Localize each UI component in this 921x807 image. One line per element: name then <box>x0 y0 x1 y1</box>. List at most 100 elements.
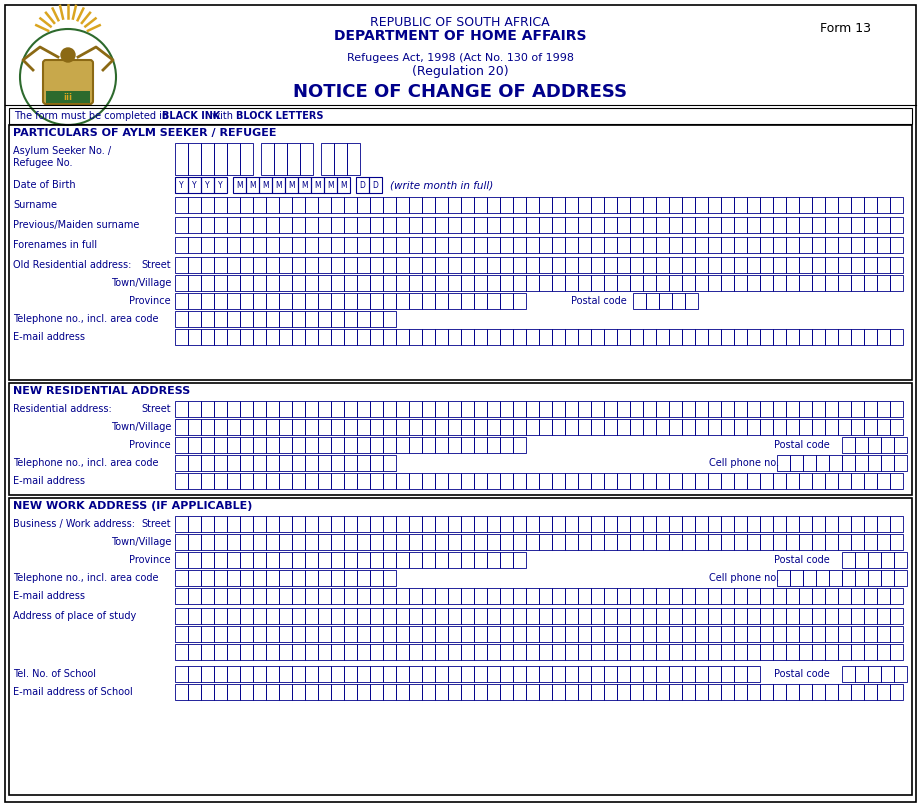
Bar <box>331 419 344 435</box>
Bar <box>474 666 487 682</box>
Bar <box>188 626 201 642</box>
Bar <box>656 516 669 532</box>
Bar <box>227 143 240 175</box>
Bar <box>552 666 565 682</box>
FancyBboxPatch shape <box>43 60 93 104</box>
Bar <box>227 666 240 682</box>
Bar <box>734 217 747 233</box>
Bar <box>630 684 643 700</box>
Bar <box>487 197 500 213</box>
Bar <box>656 473 669 489</box>
Bar <box>305 217 318 233</box>
Bar <box>633 293 646 309</box>
Bar <box>188 570 201 586</box>
Bar <box>643 626 656 642</box>
Bar <box>253 588 266 604</box>
Bar <box>422 644 435 660</box>
Bar <box>682 644 695 660</box>
Bar <box>370 684 383 700</box>
Bar <box>240 237 253 253</box>
Bar <box>175 684 188 700</box>
Bar <box>396 644 409 660</box>
Bar <box>201 455 214 471</box>
Bar <box>630 275 643 291</box>
Bar <box>253 257 266 273</box>
Bar <box>344 217 357 233</box>
Bar <box>838 217 851 233</box>
Bar <box>240 419 253 435</box>
Bar <box>409 401 422 417</box>
Bar <box>682 534 695 550</box>
Bar <box>487 237 500 253</box>
Bar <box>708 419 721 435</box>
Bar <box>685 293 698 309</box>
Bar <box>734 401 747 417</box>
Bar <box>604 473 617 489</box>
Bar <box>851 329 864 345</box>
Bar <box>565 473 578 489</box>
Bar <box>513 534 526 550</box>
Bar <box>825 626 838 642</box>
Bar <box>227 455 240 471</box>
Bar <box>292 626 305 642</box>
Bar <box>344 626 357 642</box>
Bar <box>643 608 656 624</box>
Bar <box>422 293 435 309</box>
Bar <box>409 666 422 682</box>
Bar <box>695 329 708 345</box>
Text: Postal code: Postal code <box>774 555 830 565</box>
Bar <box>240 401 253 417</box>
Bar <box>708 237 721 253</box>
Bar <box>240 275 253 291</box>
Bar <box>565 608 578 624</box>
Bar <box>799 197 812 213</box>
Bar <box>617 401 630 417</box>
Bar <box>708 666 721 682</box>
Bar <box>864 684 877 700</box>
Bar <box>279 275 292 291</box>
Bar <box>422 516 435 532</box>
Bar <box>357 534 370 550</box>
Bar <box>812 419 825 435</box>
Bar <box>298 177 311 193</box>
Bar <box>347 143 360 175</box>
Bar <box>448 666 461 682</box>
Bar <box>799 608 812 624</box>
Bar <box>721 588 734 604</box>
Bar <box>318 419 331 435</box>
Text: M: M <box>236 181 243 190</box>
Bar <box>842 570 855 586</box>
Bar <box>292 608 305 624</box>
Bar <box>825 257 838 273</box>
Bar <box>786 516 799 532</box>
Bar <box>292 197 305 213</box>
Bar <box>578 329 591 345</box>
Bar <box>201 608 214 624</box>
Bar <box>227 534 240 550</box>
Bar <box>669 588 682 604</box>
Bar <box>682 608 695 624</box>
Bar <box>855 437 868 453</box>
Text: NOTICE OF CHANGE OF ADDRESS: NOTICE OF CHANGE OF ADDRESS <box>293 83 627 101</box>
Text: E-mail address: E-mail address <box>13 476 85 486</box>
Bar <box>214 644 227 660</box>
Bar <box>409 626 422 642</box>
Bar <box>526 626 539 642</box>
Bar <box>292 552 305 568</box>
Text: Postal code: Postal code <box>571 296 627 306</box>
Bar <box>786 217 799 233</box>
Bar <box>318 608 331 624</box>
Bar <box>227 588 240 604</box>
Bar <box>565 626 578 642</box>
Bar <box>851 534 864 550</box>
Bar <box>890 257 903 273</box>
Bar <box>331 217 344 233</box>
Bar <box>565 237 578 253</box>
Bar <box>500 257 513 273</box>
Bar <box>838 419 851 435</box>
Bar <box>188 684 201 700</box>
Bar <box>396 401 409 417</box>
Bar <box>695 516 708 532</box>
Bar <box>747 516 760 532</box>
Bar <box>513 626 526 642</box>
